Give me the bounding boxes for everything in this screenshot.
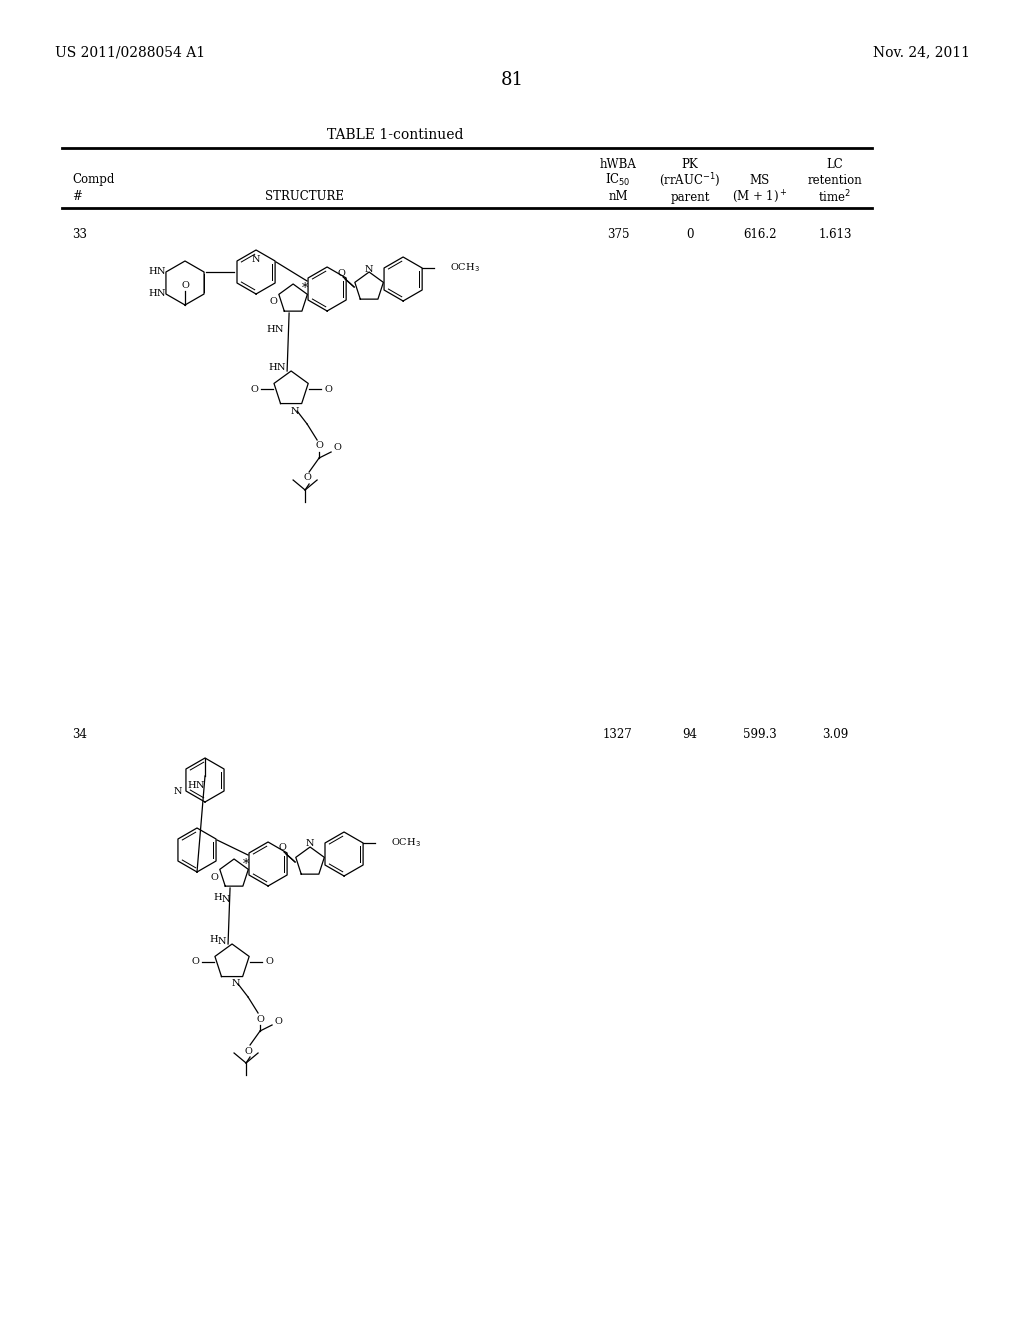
- Text: 599.3: 599.3: [743, 729, 777, 741]
- Text: retention: retention: [808, 173, 862, 186]
- Text: TABLE 1-continued: TABLE 1-continued: [327, 128, 463, 143]
- Text: 375: 375: [607, 228, 630, 242]
- Text: O: O: [265, 957, 273, 966]
- Text: 3.09: 3.09: [822, 729, 848, 741]
- Text: N: N: [174, 787, 182, 796]
- Text: O: O: [274, 1016, 282, 1026]
- Text: parent: parent: [671, 190, 710, 203]
- Text: 33: 33: [72, 228, 87, 242]
- Text: OCH$_3$: OCH$_3$: [391, 837, 421, 849]
- Text: O: O: [333, 444, 341, 453]
- Text: N: N: [157, 268, 165, 276]
- Text: O: O: [325, 384, 332, 393]
- Text: 34: 34: [72, 729, 87, 741]
- Text: O: O: [315, 441, 323, 450]
- Text: Nov. 24, 2011: Nov. 24, 2011: [873, 45, 970, 59]
- Text: H: H: [187, 780, 197, 789]
- Text: 81: 81: [501, 71, 523, 88]
- Text: O: O: [256, 1015, 264, 1023]
- Text: 1327: 1327: [603, 729, 633, 741]
- Text: *: *: [302, 282, 308, 296]
- Text: H: H: [268, 363, 278, 371]
- Text: hWBA: hWBA: [600, 158, 637, 172]
- Text: N: N: [231, 979, 241, 989]
- Text: N: N: [252, 255, 260, 264]
- Text: PK: PK: [682, 158, 698, 172]
- Text: nM: nM: [608, 190, 628, 203]
- Text: N: N: [274, 326, 284, 334]
- Text: OCH$_3$: OCH$_3$: [451, 261, 480, 275]
- Text: H: H: [214, 894, 222, 903]
- Text: H: H: [148, 268, 158, 276]
- Text: 0: 0: [686, 228, 693, 242]
- Text: LC: LC: [826, 158, 844, 172]
- Text: N: N: [222, 895, 230, 903]
- Text: 1.613: 1.613: [818, 228, 852, 242]
- Text: O: O: [244, 1047, 252, 1056]
- Text: MS: MS: [750, 173, 770, 186]
- Text: N: N: [365, 264, 374, 273]
- Text: N: N: [196, 781, 204, 791]
- Text: O: O: [210, 873, 218, 882]
- Text: O: O: [191, 957, 199, 966]
- Text: N: N: [291, 407, 299, 416]
- Text: N: N: [306, 840, 314, 849]
- Text: O: O: [181, 281, 189, 289]
- Text: H: H: [148, 289, 158, 298]
- Text: (M + 1)$^+$: (M + 1)$^+$: [732, 189, 787, 205]
- Text: (rrAUC$^{-1}$): (rrAUC$^{-1}$): [659, 172, 721, 189]
- Text: H: H: [210, 936, 218, 945]
- Text: N: N: [157, 289, 165, 298]
- Text: O: O: [279, 843, 286, 853]
- Text: time$^2$: time$^2$: [818, 189, 852, 206]
- Text: 616.2: 616.2: [743, 228, 777, 242]
- Text: IC$_{50}$: IC$_{50}$: [605, 172, 631, 187]
- Text: H: H: [267, 325, 275, 334]
- Text: N: N: [276, 363, 286, 372]
- Text: O: O: [303, 474, 311, 483]
- Text: Compd: Compd: [72, 173, 115, 186]
- Text: *: *: [243, 858, 249, 870]
- Text: O: O: [250, 384, 258, 393]
- Text: O: O: [269, 297, 278, 306]
- Text: STRUCTURE: STRUCTURE: [265, 190, 344, 203]
- Text: 94: 94: [683, 729, 697, 741]
- Text: #: #: [72, 190, 82, 203]
- Text: US 2011/0288054 A1: US 2011/0288054 A1: [55, 45, 205, 59]
- Text: N: N: [218, 936, 226, 945]
- Text: O: O: [337, 268, 345, 277]
